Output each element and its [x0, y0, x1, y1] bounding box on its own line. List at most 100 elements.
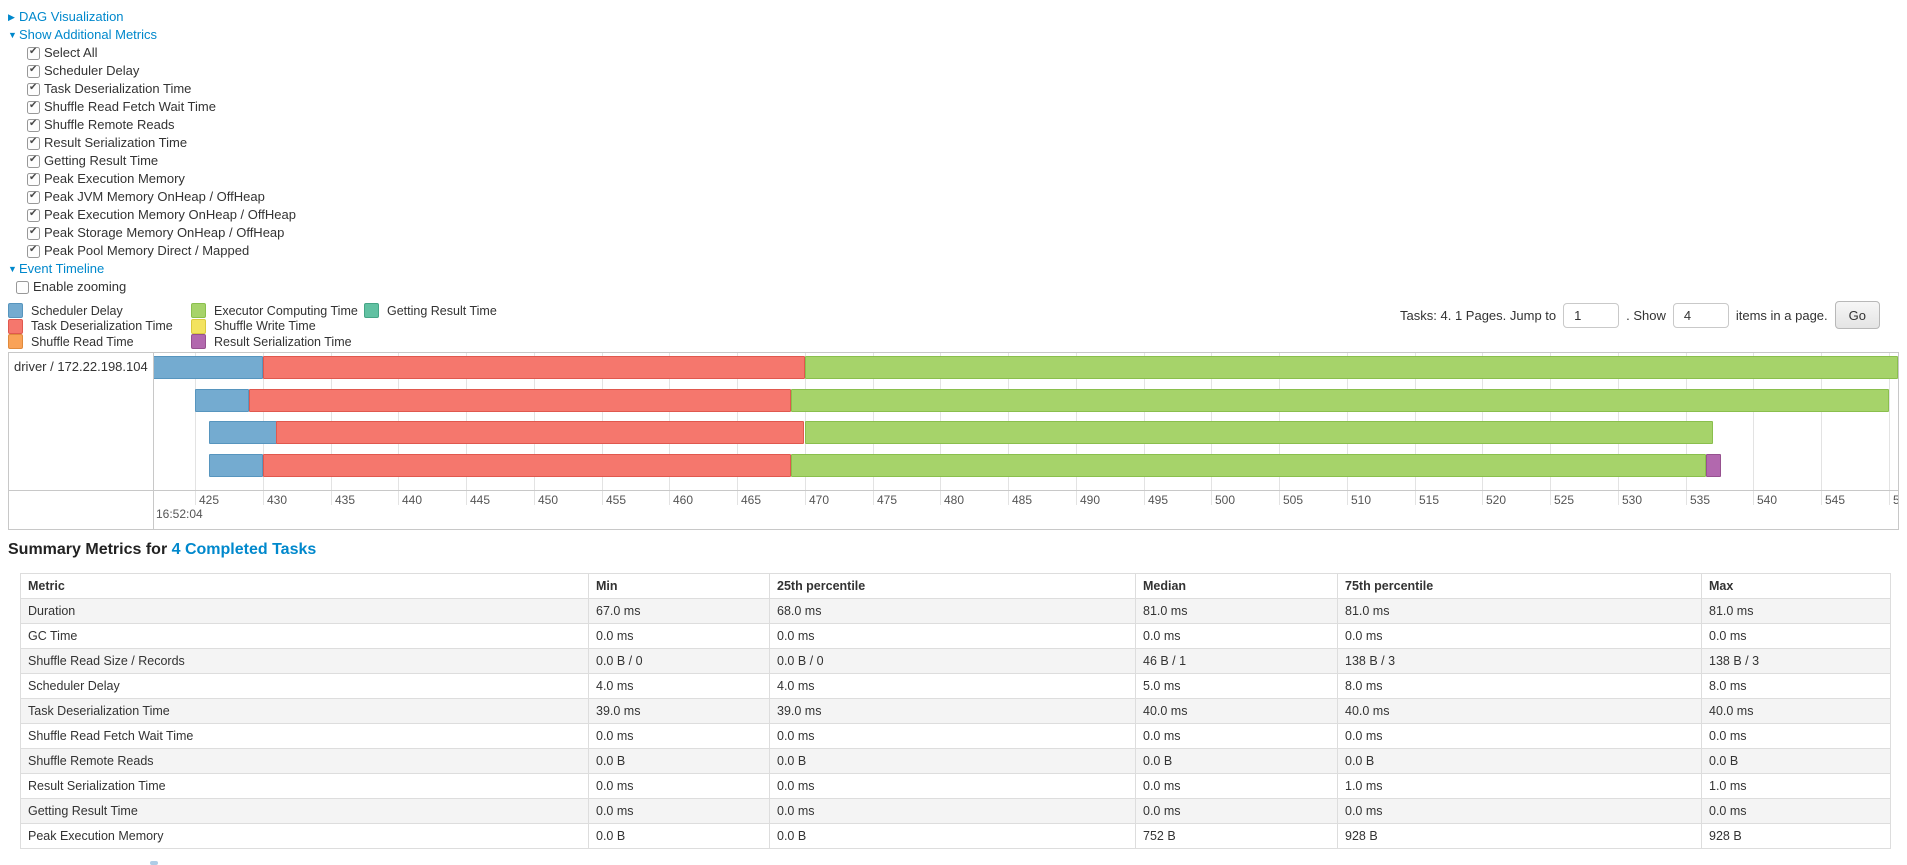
metric-checkbox-row: Peak Execution Memory — [8, 170, 296, 188]
show-additional-metrics-link[interactable]: Show Additional Metrics — [19, 27, 158, 42]
axis-tick-label: 460 — [673, 493, 694, 507]
metric-checkbox[interactable] — [27, 64, 40, 78]
task-pagination: Tasks: 4. 1 Pages. Jump to . Show items … — [1400, 300, 1880, 330]
legend-label: Executor Computing Time — [214, 303, 358, 318]
metric-checkbox[interactable] — [27, 190, 40, 204]
summary-table-row: Task Deserialization Time 39.0 ms 39.0 ms 4… — [20, 698, 1891, 724]
metric-checkbox-row: Peak Pool Memory Direct / Mapped — [8, 242, 296, 260]
axis-tick-label: 470 — [809, 493, 830, 507]
metric-value-cell: 0.0 ms — [588, 773, 770, 799]
task-2-scheduler-delay-segment — [195, 389, 249, 412]
metric-checkbox[interactable] — [27, 208, 40, 222]
metric-value-cell: 928 B — [1337, 823, 1702, 849]
axis-tick-label: 495 — [1148, 493, 1169, 507]
metric-value-cell: 68.0 ms — [769, 598, 1136, 624]
task-3-scheduler-delay-segment — [209, 421, 277, 444]
summary-table-row: Result Serialization Time 0.0 ms 0.0 ms 0.0… — [20, 773, 1891, 799]
metric-checkbox[interactable] — [27, 244, 40, 258]
metric-value-cell: 0.0 B / 0 — [769, 648, 1136, 674]
show-additional-metrics-toggle[interactable]: ▼ Show Additional Metrics — [8, 26, 296, 44]
summary-table-row: GC Time 0.0 ms 0.0 ms 0.0 ms 0.0 ms 0.0 ms — [20, 623, 1891, 649]
metric-checkbox[interactable] — [27, 136, 40, 150]
metric-checkbox[interactable] — [27, 100, 40, 114]
metric-name-cell: Getting Result Time — [20, 798, 589, 824]
legend-column: Getting Result Time — [364, 303, 497, 319]
legend-label: Shuffle Read Time — [31, 334, 134, 349]
summary-column-header: Median — [1135, 573, 1338, 599]
items-per-page-input[interactable] — [1672, 302, 1729, 328]
axis-tick-label: 425 — [199, 493, 220, 507]
collapsed-arrow-icon: ▶ — [8, 12, 15, 22]
metric-value-cell: 0.0 ms — [588, 623, 770, 649]
group-column-divider — [153, 353, 154, 529]
axis-tick-label: 430 — [267, 493, 288, 507]
summary-heading-prefix: Summary Metrics for — [8, 541, 168, 558]
completed-tasks-link[interactable]: 4 Completed Tasks — [171, 541, 317, 558]
metric-value-cell: 1.0 ms — [1701, 773, 1891, 799]
summary-column-header: 25th percentile — [769, 573, 1136, 599]
metric-checkbox[interactable] — [27, 154, 40, 168]
metric-checkbox[interactable] — [27, 226, 40, 240]
metric-value-cell: 0.0 B — [1337, 748, 1702, 774]
task-1-scheduler-delay-segment — [153, 356, 263, 379]
metric-value-cell: 0.0 ms — [588, 723, 770, 749]
metric-checkbox-row: Result Serialization Time — [8, 134, 296, 152]
axis-gridline — [1821, 353, 1822, 505]
metric-value-cell: 5.0 ms — [1135, 673, 1338, 699]
axis-tick-label: 535 — [1690, 493, 1711, 507]
metric-value-cell: 0.0 ms — [588, 798, 770, 824]
axis-tick-label: 485 — [1012, 493, 1033, 507]
getting-result-swatch-icon — [364, 303, 379, 319]
tasks-count-text: Tasks: 4. 1 Pages. Jump to — [1400, 307, 1557, 323]
metric-checkbox-label: Shuffle Read Fetch Wait Time — [44, 99, 216, 114]
enable-zooming-checkbox[interactable] — [16, 280, 29, 294]
metric-value-cell: 0.0 ms — [769, 723, 1136, 749]
task-4-task-deserialization-segment — [263, 454, 791, 477]
metric-value-cell: 0.0 ms — [1701, 723, 1891, 749]
enable-zooming-label: Enable zooming — [33, 279, 127, 294]
summary-column-header: Max — [1701, 573, 1891, 599]
go-button[interactable]: Go — [1834, 301, 1880, 329]
axis-tick-label: 545 — [1825, 493, 1846, 507]
axis-tick-label: 435 — [335, 493, 356, 507]
dag-visualization-link[interactable]: DAG Visualization — [19, 9, 124, 24]
metric-checkbox[interactable] — [27, 118, 40, 132]
metric-value-cell: 0.0 ms — [1135, 798, 1338, 824]
legend-column: Scheduler Delay Task Deserialization Time… — [8, 303, 173, 350]
metric-checkbox-row: Shuffle Remote Reads — [8, 116, 296, 134]
event-timeline-toggle[interactable]: ▼ Event Timeline — [8, 260, 296, 278]
metric-name-cell: Shuffle Read Fetch Wait Time — [20, 723, 589, 749]
metric-value-cell: 0.0 ms — [1701, 798, 1891, 824]
metric-value-cell: 0.0 B — [1701, 748, 1891, 774]
metric-checkbox-row: Scheduler Delay — [8, 62, 296, 80]
metric-value-cell: 46 B / 1 — [1135, 648, 1338, 674]
metric-name-cell: Shuffle Read Size / Records — [20, 648, 589, 674]
axis-tick-label: 465 — [741, 493, 762, 507]
jump-to-page-input[interactable] — [1563, 302, 1620, 328]
metric-value-cell: 40.0 ms — [1701, 698, 1891, 724]
metric-value-cell: 0.0 B — [1135, 748, 1338, 774]
legend-item: Shuffle Read Time — [8, 334, 173, 350]
dag-visualization-toggle[interactable]: ▶ DAG Visualization — [8, 8, 296, 26]
metric-checkbox[interactable] — [27, 172, 40, 186]
task-4-result-serialization-segment — [1706, 454, 1721, 477]
axis-tick-label: 520 — [1486, 493, 1507, 507]
metric-checkbox-row: Peak JVM Memory OnHeap / OffHeap — [8, 188, 296, 206]
axis-tick-label: 540 — [1757, 493, 1778, 507]
axis-tick-label: 550 — [1893, 493, 1898, 507]
metric-checkbox-label: Peak Execution Memory — [44, 171, 185, 186]
metric-value-cell: 4.0 ms — [588, 673, 770, 699]
metric-value-cell: 0.0 ms — [1701, 623, 1891, 649]
items-in-page-text: items in a page. — [1735, 307, 1828, 323]
metric-name-cell: Task Deserialization Time — [20, 698, 589, 724]
metric-value-cell: 81.0 ms — [1337, 598, 1702, 624]
metric-checkbox[interactable] — [27, 82, 40, 96]
enable-zooming-row: Enable zooming — [8, 278, 296, 296]
task-2-executor-computing-segment — [791, 389, 1889, 412]
legend-item: Getting Result Time — [364, 303, 497, 319]
executor-computing-swatch-icon — [191, 303, 206, 319]
event-timeline-link[interactable]: Event Timeline — [19, 261, 105, 276]
metric-checkbox-label: Result Serialization Time — [44, 135, 188, 150]
task-4-scheduler-delay-segment — [209, 454, 263, 477]
metric-checkbox[interactable] — [27, 46, 40, 60]
